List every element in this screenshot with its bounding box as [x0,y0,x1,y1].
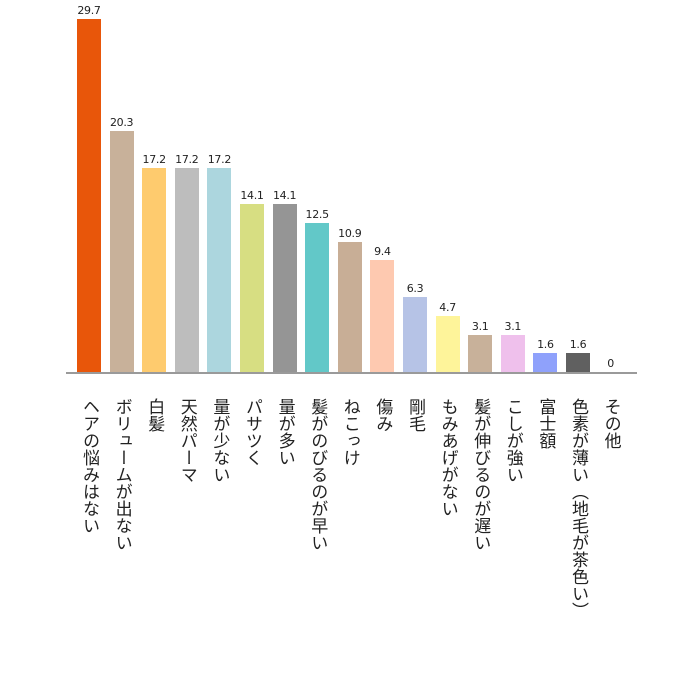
bar [370,260,395,372]
category-label: その他 [600,398,621,449]
bar [566,352,590,372]
bar [109,130,134,372]
category-label: もみあげがない [437,398,458,517]
bar [240,204,264,372]
value-label: 29.7 [77,4,101,17]
bar [305,223,330,372]
value-label: 9.4 [374,245,391,259]
category-label: ヘアの悩みはない [79,398,99,534]
category-label: 色素が薄い（地毛が茶色い） [568,398,588,619]
category-label: 白髪 [144,398,165,432]
value-label: 1.6 [569,337,587,351]
bar [435,316,460,372]
value-label: 12.5 [305,208,330,222]
value-label: 14.1 [240,189,264,203]
bar [337,242,362,372]
category-label: 髪が伸びるのが遅い [470,398,491,551]
value-label: 1.6 [537,337,554,351]
bar [500,335,525,372]
category-label: ねこっけ [339,398,360,466]
category-label: 富士額 [535,398,556,449]
value-label: 0 [607,357,614,370]
value-label: 6.3 [406,282,424,296]
value-label: 3.1 [471,320,489,334]
value-label: 17.2 [142,152,167,166]
value-label: 14.1 [272,189,297,203]
value-label: 17.2 [207,152,232,166]
bar [403,297,427,372]
bar [77,19,101,372]
value-label: 10.9 [338,227,362,241]
category-label: こしが強い [502,398,523,483]
bar [272,204,297,372]
bar [468,335,493,372]
category-label: 量が多い [274,398,295,466]
bar [207,167,232,372]
category-label: ボリュームが出ない [111,398,132,551]
x-axis-line [66,372,637,374]
category-label: 髪がのびるのが早い [307,398,328,551]
value-label: 4.7 [439,301,456,315]
category-label: 傷み [372,398,393,432]
bar [142,167,167,372]
category-label: 剛毛 [405,398,425,432]
value-label: 17.2 [175,152,199,166]
bar [533,352,558,372]
category-label: 天然パーマ [176,398,197,483]
category-label: パサツく [242,398,262,466]
bar [174,167,199,372]
value-label: 3.1 [504,320,522,334]
category-label: 量が少ない [209,398,230,483]
value-label: 20.3 [109,115,134,129]
